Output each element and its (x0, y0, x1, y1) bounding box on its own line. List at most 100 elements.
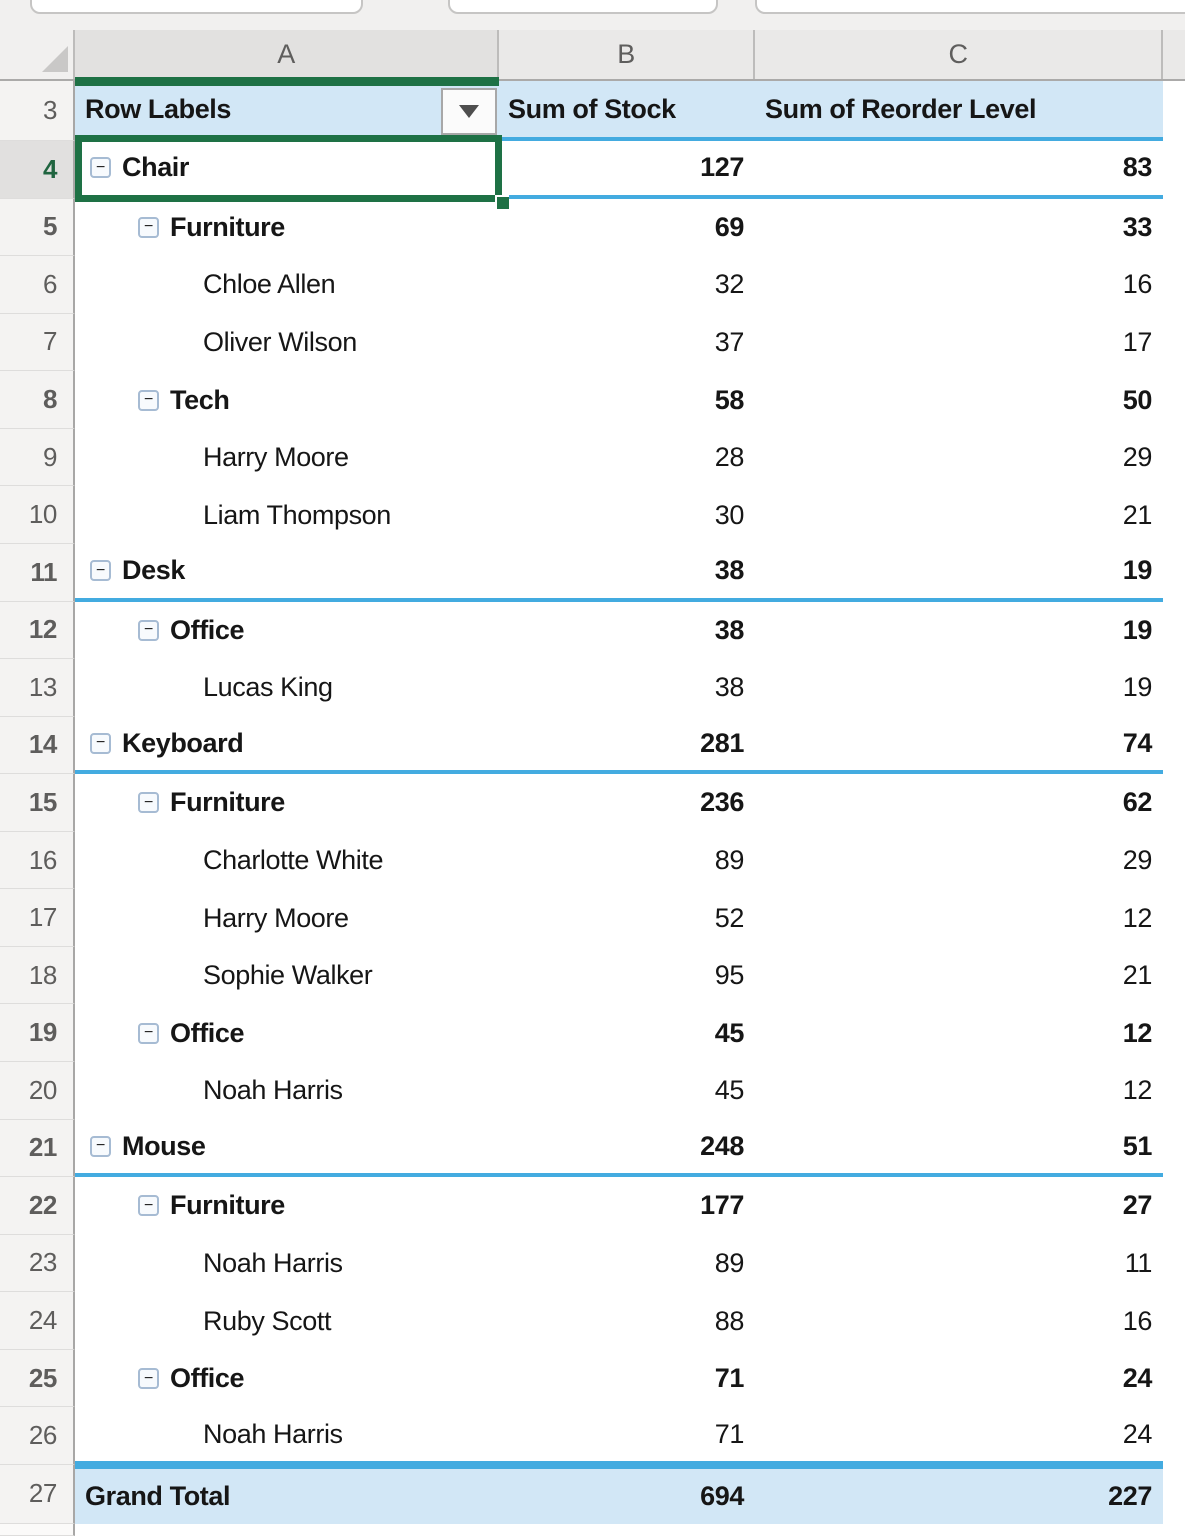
reorder-value-cell[interactable]: 33 (1122, 211, 1153, 242)
reorder-value-cell[interactable]: 12 (1122, 1075, 1153, 1106)
row-number[interactable]: 5 (0, 198, 75, 257)
stock-value-cell[interactable]: 37 (714, 326, 745, 357)
stock-value-cell[interactable]: 32 (714, 269, 745, 300)
row-label-cell[interactable]: Lucas King (75, 659, 499, 717)
row-number[interactable]: 23 (0, 1234, 75, 1293)
row-label-cell[interactable]: Noah Harris (75, 1062, 499, 1120)
row-number[interactable]: 11 (0, 543, 75, 602)
stock-value-cell[interactable]: 248 (700, 1130, 744, 1161)
row-number[interactable]: 10 (0, 486, 75, 544)
reorder-value-cell[interactable]: 29 (1122, 845, 1153, 876)
row-number[interactable]: 25 (0, 1349, 75, 1408)
stock-value-cell[interactable]: 45 (714, 1075, 745, 1106)
row-label-cell[interactable]: Harry Moore (75, 429, 499, 487)
collapse-minus-icon[interactable]: − (90, 560, 111, 582)
stock-value-cell[interactable]: 236 (700, 787, 744, 818)
collapse-minus-icon[interactable]: − (90, 157, 111, 179)
row-number[interactable]: 14 (0, 716, 75, 775)
column-header-c[interactable]: C (755, 30, 1163, 79)
stock-value-cell[interactable]: 52 (714, 902, 745, 933)
reorder-value-cell[interactable]: 12 (1122, 902, 1153, 933)
row-label-cell[interactable]: Sophie Walker (75, 947, 499, 1005)
row-number[interactable]: 16 (0, 831, 75, 890)
reorder-value-cell[interactable]: 12 (1122, 1017, 1153, 1048)
row-number[interactable]: 6 (0, 256, 75, 314)
row-label-cell[interactable]: Chloe Allen (75, 256, 499, 314)
row-number[interactable]: 4 (0, 141, 75, 199)
collapse-minus-icon[interactable]: − (138, 216, 159, 238)
row-label-cell[interactable]: − Office (75, 1004, 499, 1062)
row-label-cell[interactable]: Oliver Wilson (75, 314, 499, 372)
stock-value-cell[interactable]: 88 (714, 1305, 745, 1336)
fill-handle[interactable] (495, 195, 509, 209)
row-label-cell[interactable]: Liam Thompson (75, 486, 499, 544)
column-header-b[interactable]: B (499, 30, 755, 79)
row-number-28[interactable] (0, 1523, 75, 1536)
collapse-minus-icon[interactable]: − (138, 792, 159, 814)
row-number[interactable]: 21 (0, 1119, 75, 1178)
row-label-cell[interactable]: Charlotte White (75, 832, 499, 890)
reorder-value-cell[interactable]: 16 (1122, 1305, 1153, 1336)
row-number[interactable]: 18 (0, 946, 75, 1005)
row-label-cell[interactable]: − Office (75, 602, 499, 660)
filter-dropdown-button[interactable] (441, 88, 497, 135)
reorder-value-cell[interactable]: 19 (1122, 672, 1153, 703)
stock-value-cell[interactable]: 71 (714, 1418, 745, 1449)
collapse-minus-icon[interactable]: − (138, 1195, 159, 1217)
row-number[interactable]: 8 (0, 371, 75, 429)
reorder-value-cell[interactable]: 11 (1124, 1247, 1153, 1278)
collapse-minus-icon[interactable]: − (138, 1022, 159, 1044)
grand-total-label-cell[interactable]: Grand Total (85, 1480, 231, 1511)
collapse-minus-icon[interactable]: − (138, 619, 159, 641)
grand-total-reorder-cell[interactable]: 227 (1108, 1480, 1152, 1511)
row-number[interactable]: 17 (0, 889, 75, 947)
stock-value-cell[interactable]: 45 (714, 1017, 745, 1048)
reorder-value-cell[interactable]: 50 (1122, 384, 1153, 415)
row-label-cell[interactable]: Noah Harris (75, 1407, 499, 1461)
row-label-cell[interactable]: Ruby Scott (75, 1292, 499, 1350)
row-number[interactable]: 12 (0, 601, 75, 660)
reorder-value-cell[interactable]: 24 (1122, 1363, 1153, 1394)
sum-of-reorder-level-header-cell[interactable]: Sum of Reorder Level (765, 93, 1037, 124)
row-label-cell[interactable]: − Furniture (75, 774, 499, 832)
reorder-value-cell[interactable]: 29 (1122, 442, 1153, 473)
reorder-value-cell[interactable]: 21 (1122, 499, 1153, 530)
stock-value-cell[interactable]: 38 (714, 614, 745, 645)
row-number[interactable]: 20 (0, 1062, 75, 1120)
sum-of-stock-header-cell[interactable]: Sum of Stock (508, 93, 676, 124)
stock-value-cell[interactable]: 177 (700, 1190, 744, 1221)
stock-value-cell[interactable]: 38 (714, 672, 745, 703)
stock-value-cell[interactable]: 38 (714, 555, 745, 586)
reorder-value-cell[interactable]: 16 (1122, 269, 1153, 300)
row-labels-cell[interactable]: Row Labels (75, 81, 499, 137)
stock-value-cell[interactable]: 69 (714, 211, 745, 242)
stock-value-cell[interactable]: 30 (714, 499, 745, 530)
reorder-value-cell[interactable]: 27 (1122, 1190, 1153, 1221)
stock-value-cell[interactable]: 58 (714, 384, 745, 415)
row-number-3[interactable]: 3 (0, 81, 75, 141)
row-number[interactable]: 22 (0, 1177, 75, 1235)
collapse-minus-icon[interactable]: − (138, 1368, 159, 1390)
reorder-value-cell[interactable]: 24 (1122, 1418, 1153, 1449)
row-label-cell[interactable]: − Furniture (75, 199, 499, 257)
row-number[interactable]: 19 (0, 1004, 75, 1062)
stock-value-cell[interactable]: 89 (714, 845, 745, 876)
grand-total-stock-cell[interactable]: 694 (700, 1480, 744, 1511)
row-label-cell[interactable]: − Mouse (75, 1120, 499, 1174)
row-number[interactable]: 24 (0, 1292, 75, 1350)
row-label-cell[interactable]: − Office (75, 1350, 499, 1408)
row-label-cell[interactable]: − Chair (75, 141, 499, 195)
active-cell-selection-border[interactable] (75, 135, 502, 202)
row-number[interactable]: 26 (0, 1407, 75, 1465)
collapse-minus-icon[interactable]: − (90, 732, 111, 754)
row-label-cell[interactable]: Harry Moore (75, 889, 499, 947)
reorder-value-cell[interactable]: 62 (1122, 787, 1153, 818)
reorder-value-cell[interactable]: 19 (1122, 614, 1153, 645)
collapse-minus-icon[interactable]: − (138, 389, 159, 411)
row-number[interactable]: 15 (0, 774, 75, 832)
row-number[interactable]: 13 (0, 659, 75, 717)
reorder-value-cell[interactable]: 74 (1122, 727, 1153, 758)
row-number[interactable]: 9 (0, 428, 75, 487)
reorder-value-cell[interactable]: 83 (1122, 152, 1153, 183)
reorder-value-cell[interactable]: 21 (1122, 960, 1153, 991)
